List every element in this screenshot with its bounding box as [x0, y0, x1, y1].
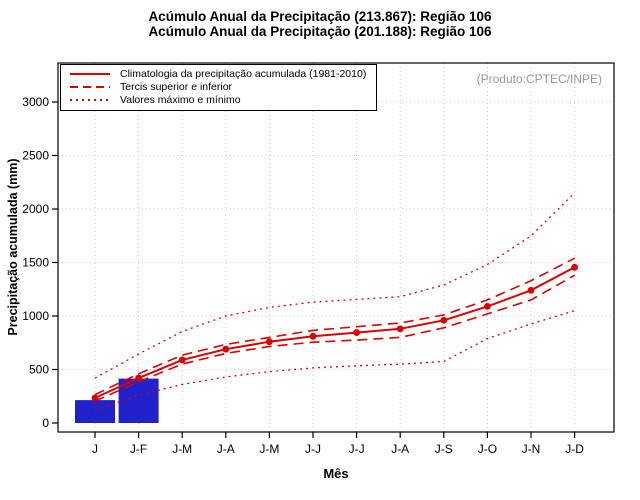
precipitation-bar	[75, 400, 115, 423]
y-tick-label: 3000	[22, 95, 49, 109]
plot-border	[57, 62, 615, 433]
legend-line-solid-icon	[70, 73, 110, 75]
climatology-marker	[396, 325, 404, 333]
climatology-marker	[440, 316, 448, 324]
x-axis-label: Mês	[323, 466, 349, 481]
legend-item-label: Climatologia da precipitação acumulada (…	[120, 68, 367, 80]
climatology-marker	[222, 345, 230, 353]
y-tick-label: 2000	[22, 202, 49, 216]
climatology-marker	[178, 356, 186, 364]
legend-item: Climatologia da precipitação acumulada (…	[67, 68, 366, 80]
climatology-marker	[266, 338, 273, 346]
x-tick-label: J-A	[217, 442, 235, 456]
series-solid-line	[94, 266, 576, 399]
y-tick-label: 0	[42, 416, 49, 430]
climatology-marker	[309, 332, 317, 340]
x-tick-label: J-M	[259, 442, 279, 456]
legend-line-dashed-icon	[70, 86, 110, 88]
x-tick-label: J-A	[391, 442, 409, 456]
climatology-marker	[353, 329, 360, 336]
y-tick-label: 500	[29, 363, 49, 377]
y-axis-label: Precipitação acumulada (mm)	[6, 158, 20, 336]
x-tick-label: J-F	[130, 442, 147, 456]
series-dashed-line	[94, 274, 575, 402]
x-tick-label: J-O	[478, 442, 497, 456]
legend-item-label: Tercis superior e inferior	[120, 81, 233, 93]
y-tick-label: 1000	[22, 309, 49, 323]
legend-line-dotted-icon	[70, 99, 110, 101]
climatology-marker	[484, 302, 491, 310]
series-dotted-line	[94, 309, 575, 411]
legend-item-label: Valores máximo e mínimo	[120, 94, 241, 106]
legend: Climatologia da precipitação acumulada (…	[60, 64, 378, 111]
climatology-marker	[135, 374, 143, 382]
precipitation-bar	[118, 378, 159, 423]
x-tick-label: J-N	[522, 442, 541, 456]
x-tick-label: J-S	[435, 442, 453, 456]
product-credit: (Produto:CPTEC/INPE)	[476, 72, 602, 86]
legend-item: Valores máximo e mínimo	[67, 94, 366, 106]
x-tick-label: J-D	[565, 442, 584, 456]
y-tick-label: 1500	[22, 256, 49, 270]
legend-item: Tercis superior e inferior	[67, 81, 366, 93]
chart-title-line2: Acúmulo Anual da Precipitação (201.188):…	[148, 24, 492, 39]
x-tick-label: J	[92, 442, 98, 456]
x-tick-label: J-M	[172, 442, 192, 456]
climatology-marker	[527, 286, 535, 294]
chart-title-line1: Acúmulo Anual da Precipitação (213.867):…	[148, 9, 492, 24]
climatology-marker	[571, 263, 578, 271]
x-tick-label: J-J	[349, 442, 365, 456]
chart-title: Acúmulo Anual da Precipitação (213.867):…	[0, 9, 640, 39]
series-dashed-line	[94, 257, 575, 396]
x-tick-label: J-J	[305, 442, 321, 456]
series-dotted-line	[94, 192, 576, 379]
y-tick-label: 2500	[22, 149, 49, 163]
